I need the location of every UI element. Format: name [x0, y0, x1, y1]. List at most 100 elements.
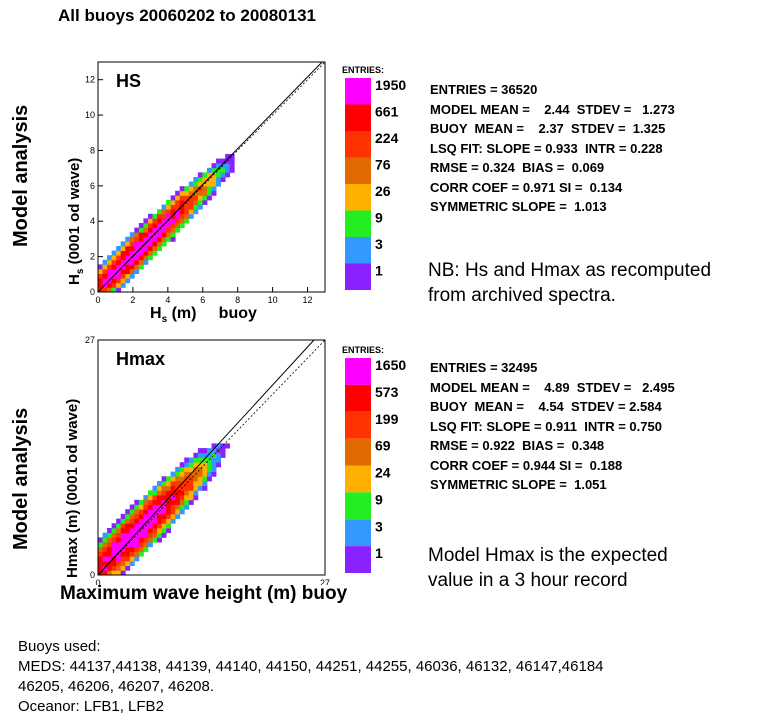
heatmap-cell [143, 513, 149, 519]
heatmap-cell [111, 542, 117, 548]
legend-label: 9 [375, 491, 383, 507]
heatmap-cell [197, 195, 203, 201]
heatmap-cell [216, 181, 221, 187]
heatmap-cell [202, 471, 208, 477]
heatmap-cell [111, 546, 117, 552]
heatmap-cell [161, 476, 167, 482]
heatmap-cell [157, 504, 162, 510]
heatmap-cell [188, 466, 194, 472]
hmax-stat-line: LSQ FIT: SLOPE = 0.911 INTR = 0.750 [430, 418, 662, 434]
heatmap-cell [152, 499, 158, 505]
heatmap-cell [161, 241, 167, 247]
x-tick-label: 12 [303, 295, 313, 305]
heatmap-cell [188, 204, 194, 210]
heatmap-cell [184, 490, 190, 496]
heatmap-cell [197, 200, 203, 205]
heatmap-cell [138, 241, 144, 247]
heatmap-cell [134, 537, 140, 543]
heatmap-cell [134, 232, 140, 238]
heatmap-cell [152, 250, 158, 256]
y-tick-label: 10 [85, 110, 95, 120]
heatmap-cell [188, 200, 194, 205]
heatmap-cell [157, 485, 162, 491]
heatmap-cell [206, 452, 212, 458]
heatmap-cell [157, 246, 162, 251]
y-tick-label: 12 [85, 75, 95, 85]
heatmap-cell [129, 532, 135, 538]
heatmap-cell [184, 466, 190, 472]
heatmap-cell [120, 518, 126, 524]
heatmap-cell [193, 457, 199, 463]
heatmap-cell [179, 499, 185, 505]
heatmap-cell [175, 471, 181, 477]
heatmap-cell [138, 255, 144, 261]
heatmap-cell [170, 227, 176, 233]
y-tick-label: 6 [90, 181, 95, 191]
heatmap-cell [147, 504, 153, 510]
heatmap-cell [152, 523, 158, 529]
heatmap-cell [175, 495, 181, 501]
heatmap-cell [152, 213, 158, 219]
heatmap-cell [125, 528, 131, 534]
hs-stat-line: ENTRIES = 36520 [430, 82, 538, 97]
heatmap-cell [120, 513, 126, 519]
heatmap-cell [161, 227, 167, 233]
heatmap-cell [120, 264, 126, 270]
heatmap-cell [98, 546, 103, 552]
heatmap-cell [202, 481, 208, 487]
heatmap-cell [184, 499, 190, 505]
heatmap-cell [157, 218, 162, 224]
heatmap-cell [166, 213, 172, 219]
buoys-meds-line2: 46205, 46206, 46207, 46208. [18, 678, 215, 695]
heatmap-cell [225, 167, 231, 173]
heatmap-cell [143, 499, 149, 505]
heatmap-cell [107, 537, 113, 543]
heatmap-cell [188, 186, 194, 192]
heatmap-cell [175, 195, 181, 201]
heatmap-cell [170, 504, 176, 510]
heatmap-cell [134, 556, 140, 562]
heatmap-cell [225, 172, 231, 178]
heatmap-cell [161, 485, 167, 491]
legend-label: 76 [375, 157, 391, 173]
heatmap-cell [188, 181, 194, 187]
heatmap-cell [206, 195, 212, 201]
heatmap-cell [152, 485, 158, 491]
heatmap-cell [166, 200, 172, 205]
heatmap-cell [116, 278, 122, 284]
heatmap-cell [166, 513, 172, 519]
heatmap-cell [184, 471, 190, 477]
heatmap-cell [193, 177, 199, 182]
heatmap-cell [211, 452, 217, 458]
heatmap-cell [175, 213, 181, 219]
heatmap-cell [134, 504, 140, 510]
heatmap-cell [129, 556, 135, 562]
heatmap-cell [129, 241, 135, 247]
page-title: All buoys 20060202 to 20080131 [58, 6, 316, 25]
heatmap-cell [179, 504, 185, 510]
heatmap-cell [225, 163, 231, 169]
heatmap-cell [129, 560, 135, 566]
legend-label: 1650 [375, 357, 406, 373]
heatmap-cell [138, 523, 144, 529]
legend-swatch [345, 263, 371, 290]
heatmap-cell [157, 241, 162, 247]
buoys-used: Buoys used: MEDS: 44137,44138, 44139, 44… [18, 637, 604, 717]
heatmap-cell [202, 186, 208, 192]
heatmap-cell [129, 523, 135, 529]
x-tick-label: 10 [268, 295, 278, 305]
heatmap-cell [129, 546, 135, 552]
heatmap-cell [197, 471, 203, 477]
heatmap-cell [134, 250, 140, 256]
heatmap-cell [166, 204, 172, 210]
heatmap-cell [225, 154, 231, 159]
hmax-stat-line: ENTRIES = 32495 [430, 360, 538, 375]
heatmap-cell [211, 163, 217, 169]
heatmap-cell [197, 181, 203, 187]
heatmap-cell [211, 471, 217, 477]
heatmap-cell [202, 177, 208, 182]
heatmap-cell [111, 528, 117, 534]
x-tick-label: 0 [95, 295, 100, 305]
heatmap-cell [98, 537, 103, 543]
hmax-outer-ylabel: Model analysis [10, 407, 32, 550]
